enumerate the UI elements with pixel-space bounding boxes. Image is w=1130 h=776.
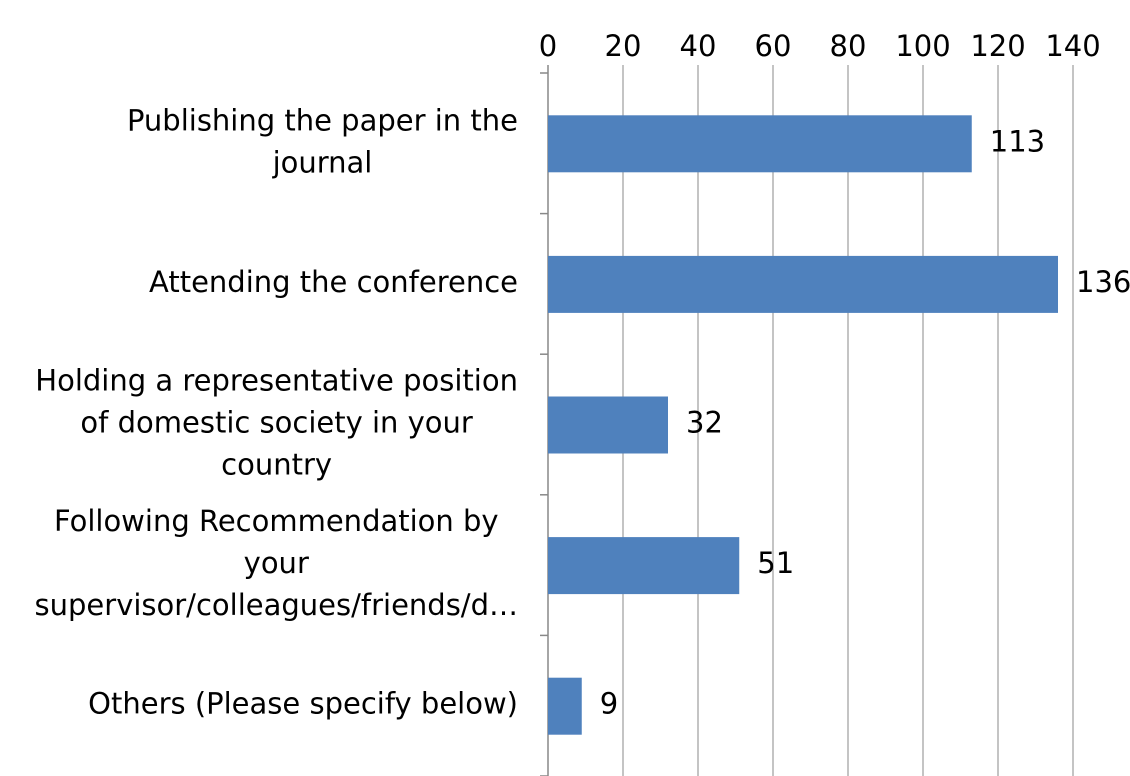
value-label: 9 (600, 687, 618, 721)
y-tick-label: of domestic society in your (80, 406, 472, 440)
y-tick-label: journal (272, 145, 373, 179)
y-tick-label: Publishing the paper in the (127, 103, 518, 137)
bar (548, 115, 972, 173)
x-tick-label: 60 (755, 29, 792, 63)
x-tick-label: 100 (895, 29, 950, 63)
x-tick-label: 0 (539, 29, 557, 63)
x-tick-label: 20 (605, 29, 642, 63)
y-tick-label: supervisor/colleagues/friends/d… (35, 588, 518, 622)
bar (548, 677, 582, 735)
y-tick-label: your (244, 546, 309, 580)
y-tick-label: Attending the conference (149, 265, 518, 299)
value-label: 113 (990, 124, 1045, 158)
x-tick-label: 40 (680, 29, 717, 63)
bar (548, 537, 740, 595)
x-tick-label: 120 (970, 29, 1025, 63)
value-label: 51 (757, 546, 794, 580)
y-tick-label: Holding a representative position (35, 364, 518, 398)
bar (548, 396, 668, 454)
y-tick-label: Others (Please specify below) (88, 687, 518, 721)
value-label: 136 (1076, 265, 1130, 299)
y-tick-label: country (221, 448, 332, 482)
value-label: 32 (686, 406, 723, 440)
x-tick-label: 140 (1045, 29, 1100, 63)
x-tick-label: 80 (830, 29, 867, 63)
bar (548, 255, 1058, 313)
y-tick-label: Following Recommendation by (54, 504, 499, 538)
